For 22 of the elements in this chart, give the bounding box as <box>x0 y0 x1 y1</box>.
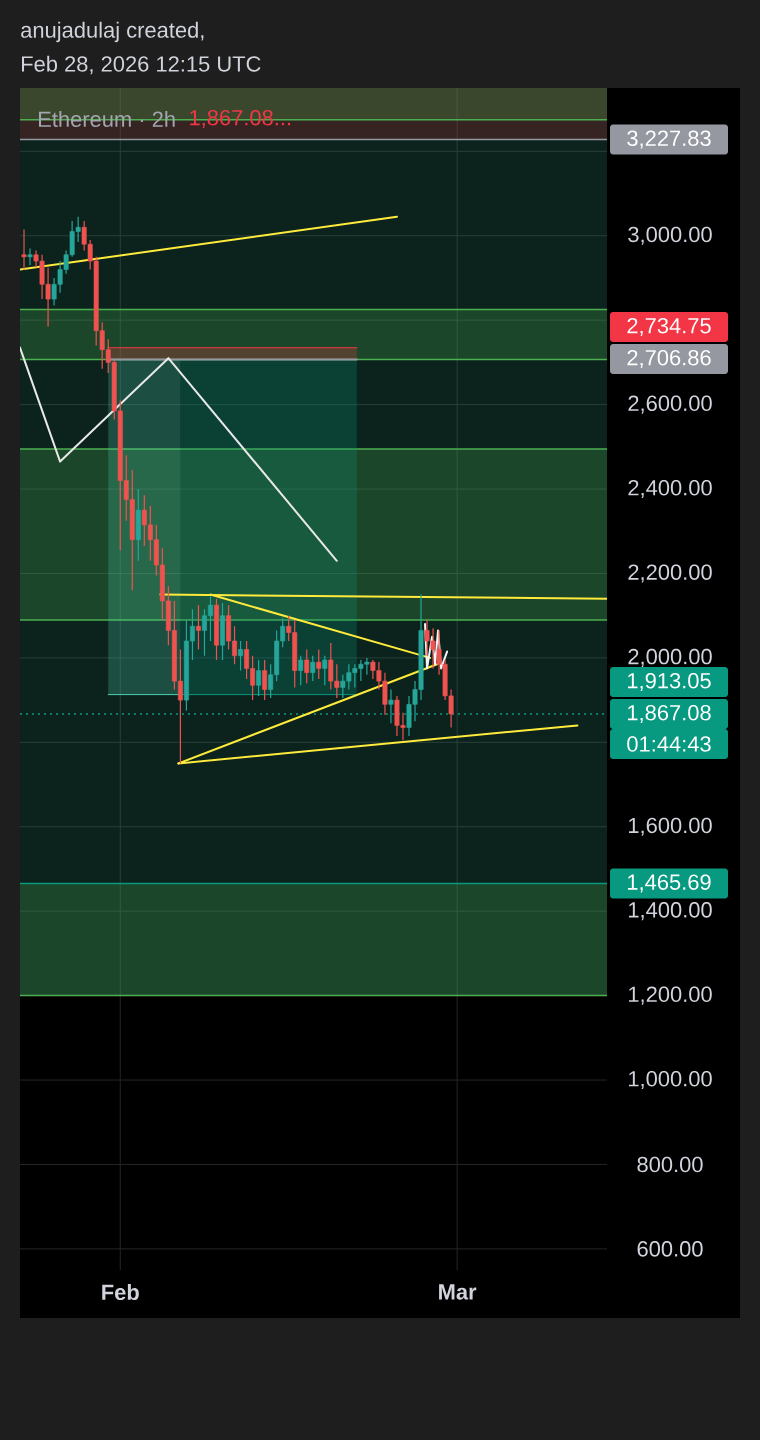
ref-line-label: 3,227.83 <box>627 130 711 149</box>
y-tick-label: 600.00 <box>637 1241 703 1257</box>
text: anujadulaj created, <box>21 21 204 43</box>
ref-line-label: 1,867.08 <box>628 704 711 724</box>
y-tick-label: 1,400.00 <box>629 902 712 921</box>
y-tick-label: 1,600.00 <box>629 817 712 836</box>
x-tick-label: Feb <box>102 1283 139 1301</box>
text: 2,734.75 <box>627 317 711 337</box>
y-tick-label: 800.00 <box>637 1156 703 1173</box>
text: 2,706.86 <box>627 349 711 369</box>
x-tick-label: Mar <box>439 1284 477 1300</box>
y-tick-label: 2,000.00 <box>628 648 712 667</box>
y-tick-label: 3,000.00 <box>628 226 712 245</box>
y-tick-label: 1,000.00 <box>629 1070 712 1090</box>
text: 01:44:43 <box>627 736 711 752</box>
y-tick-label: 1,200.00 <box>629 986 712 1005</box>
y-tick-label: 2,200.00 <box>628 564 712 583</box>
y-tick-label: 2,600.00 <box>628 395 712 414</box>
text: 1,913.05 <box>628 672 711 692</box>
text: Feb 28, 2026 12:15 UTC <box>22 55 261 75</box>
ref-line-label: 1,465.69 <box>628 874 711 893</box>
y-tick-label: 2,400.00 <box>628 479 712 499</box>
